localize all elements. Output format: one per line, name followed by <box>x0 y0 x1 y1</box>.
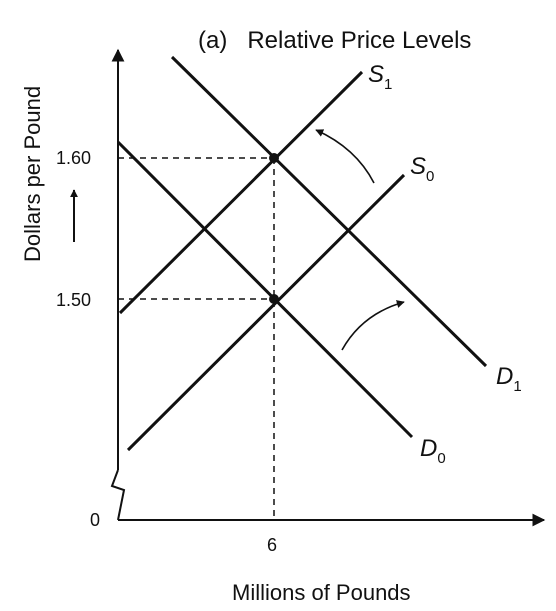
axis-break-mark <box>110 469 126 521</box>
supply-curve-s0 <box>126 173 406 452</box>
curve-label-s0: S0 <box>410 153 434 185</box>
equilibrium-point-upper <box>269 153 279 163</box>
supply-shift-arrow <box>315 129 375 184</box>
origin-label: 0 <box>90 510 100 530</box>
supply-curve-s1 <box>118 70 364 315</box>
equilibrium-point-lower <box>269 294 279 304</box>
y-tick-label: 1.50 <box>56 290 91 310</box>
demand-shift-arrow <box>341 300 405 351</box>
y-axis-title: Dollars per Pound <box>20 86 45 262</box>
x-tick-label: 6 <box>267 535 277 555</box>
y-tick-label: 1.60 <box>56 148 91 168</box>
x-axis-title: Millions of Pounds <box>232 580 411 605</box>
curve-label-d1: D1 <box>496 363 522 395</box>
demand-curve-d1 <box>170 55 488 368</box>
demand-curve-d0 <box>116 140 414 439</box>
diagram-title: (a) Relative Price Levels <box>198 27 471 54</box>
curve-label-d0: D0 <box>420 435 446 467</box>
curve-label-s1: S1 <box>368 61 392 93</box>
